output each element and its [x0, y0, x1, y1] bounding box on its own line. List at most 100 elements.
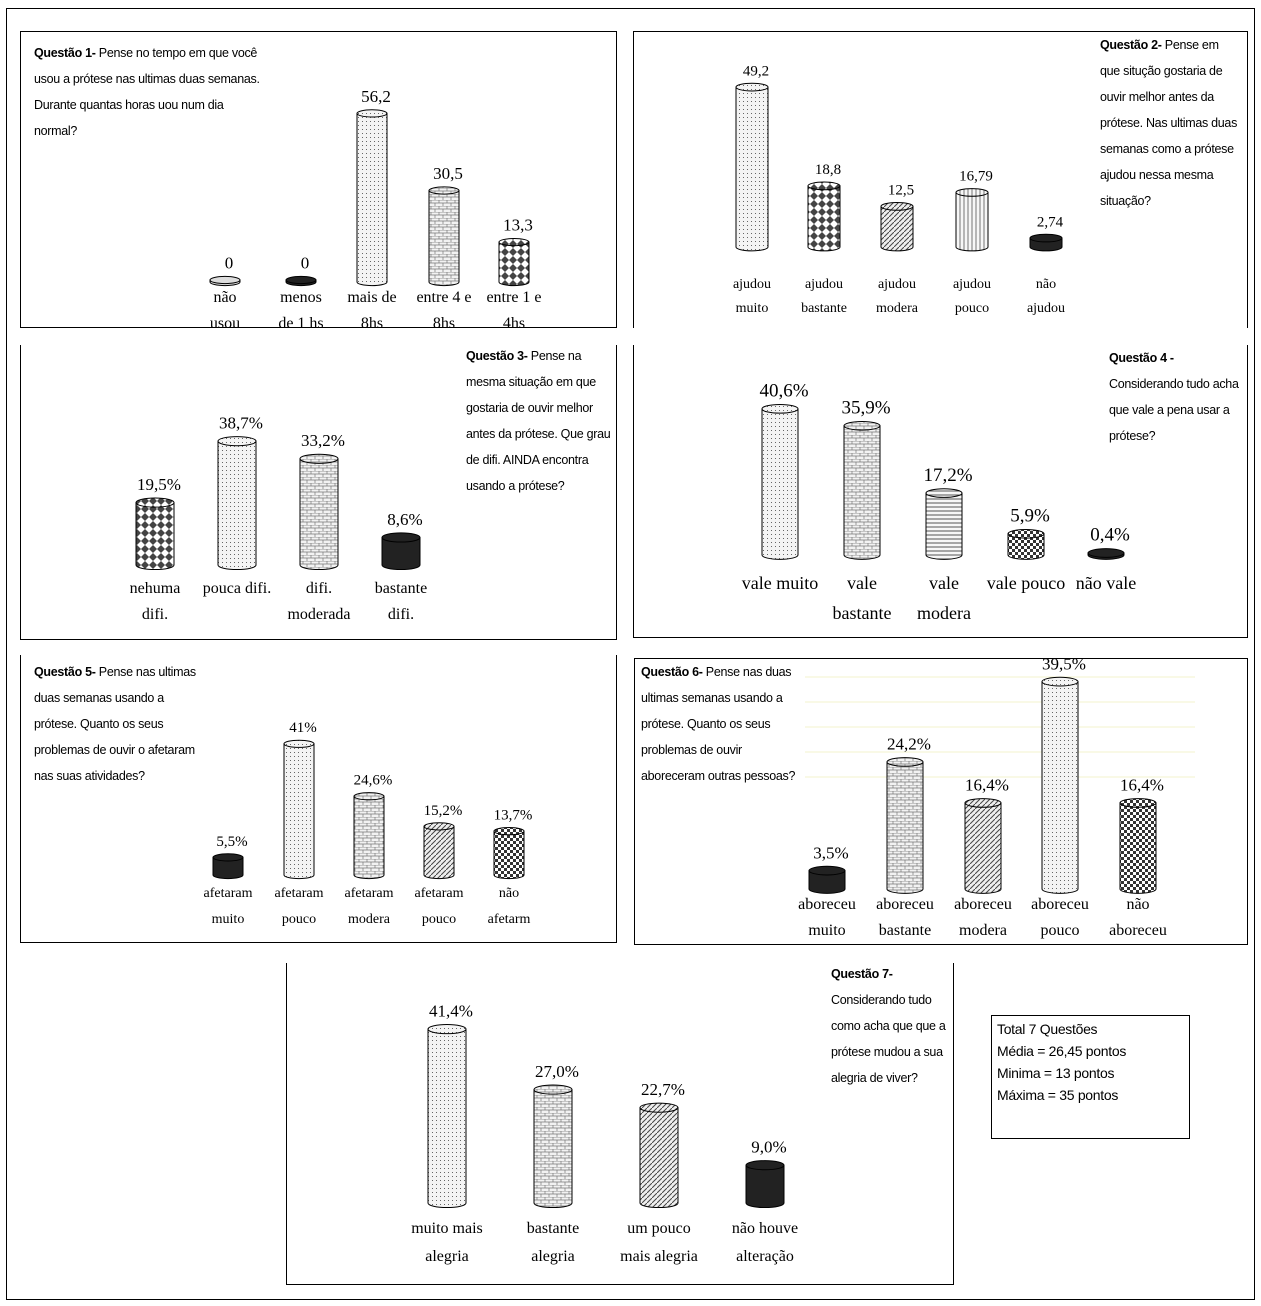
- category-label: bastante: [879, 922, 931, 939]
- question-5-body: Pense nas ultimas duas semanas usando a …: [34, 665, 196, 783]
- bar-top: [808, 865, 846, 876]
- bar-top: [807, 181, 841, 191]
- category-label: não: [213, 289, 236, 306]
- bar-body: [880, 205, 914, 252]
- question-7-chart: 41,4% muito mais alegria 27,0% bastante alegr…: [286, 963, 954, 1285]
- summary-box: Total 7 Questões Média = 26,45 pontos Mi…: [991, 1015, 1190, 1139]
- question-7-text: Questão 7- Considerando tudo como acha q…: [831, 961, 953, 1091]
- category-label: entre 1 e: [486, 289, 541, 306]
- category-label: afetaram: [275, 886, 324, 901]
- bar-top: [423, 822, 455, 831]
- question-5-label: Questão 5-: [34, 665, 96, 679]
- bar-body: [493, 830, 525, 880]
- bar: [639, 1102, 679, 1209]
- category-label: vale muito: [742, 573, 818, 593]
- category-label: ajudou: [953, 277, 991, 292]
- value-label: 9,0%: [751, 1138, 786, 1157]
- category-label: 8hs: [361, 315, 383, 332]
- bar-body: [533, 1089, 573, 1209]
- category-label: bastante: [527, 1220, 579, 1237]
- value-label: 18,8: [815, 162, 841, 178]
- bar: [735, 82, 769, 252]
- question-1-body: Pense no tempo em que você usou a prótes…: [34, 46, 260, 138]
- bar-top: [1119, 798, 1157, 808]
- value-label: 38,7%: [219, 414, 263, 433]
- bar: [843, 420, 881, 560]
- bar-body: [843, 425, 881, 560]
- bar-top: [427, 1024, 467, 1035]
- value-label: 12,5: [888, 183, 914, 199]
- category-label: moderada: [287, 606, 350, 623]
- question-6-body: Pense nas duas ultimas semanas usando a …: [641, 665, 796, 783]
- bar-top: [356, 109, 388, 118]
- bar: [428, 186, 460, 287]
- bar: [964, 798, 1002, 894]
- bar: [356, 109, 388, 287]
- value-label: 39,5%: [1042, 654, 1086, 673]
- question-3-label: Questão 3-: [466, 349, 528, 363]
- bar-top: [533, 1084, 573, 1095]
- question-1-chart: 0 não usou 0 menos de 1 hs 56,2 mais de 8hs 30,5 e…: [20, 31, 617, 332]
- bar: [1007, 528, 1045, 560]
- bar: [299, 453, 339, 571]
- bar-top: [493, 827, 525, 836]
- value-label: 56,2: [361, 87, 391, 106]
- question-2-body: Pense em que situção gostaria de ouvir m…: [1100, 38, 1238, 208]
- category-label: alegria: [531, 1248, 575, 1265]
- value-label: 17,2%: [923, 465, 972, 486]
- category-label: um pouco: [627, 1220, 691, 1237]
- value-label: 40,6%: [759, 381, 808, 402]
- category-label: aboreceu: [876, 896, 934, 913]
- bar-top: [283, 739, 315, 748]
- bar: [1029, 233, 1063, 252]
- bar-top: [955, 188, 989, 197]
- value-label: 0,4%: [1090, 525, 1130, 546]
- value-label: 41%: [289, 720, 317, 736]
- question-2-chart: 49,2 ajudou muito 18,8 ajudou bastante 12,5 aju…: [633, 31, 1248, 328]
- bar: [886, 757, 924, 894]
- bar-top: [925, 488, 963, 498]
- bar-body: [808, 870, 846, 894]
- bar-body: [1041, 681, 1079, 894]
- question-1-label: Questão 1-: [34, 46, 96, 60]
- bar-top: [353, 792, 385, 801]
- category-label: afetarm: [488, 912, 531, 927]
- bar: [283, 739, 315, 880]
- bar: [493, 827, 525, 880]
- bar: [533, 1084, 573, 1209]
- bar-body: [283, 743, 315, 880]
- category-label: 4hs: [503, 315, 525, 332]
- category-label: vale: [847, 573, 877, 593]
- category-label: afetaram: [204, 886, 253, 901]
- bar-top: [735, 82, 769, 92]
- bar-body: [428, 190, 460, 287]
- bar-body: [1007, 533, 1045, 560]
- bar: [1087, 548, 1125, 560]
- category-label: usou: [210, 315, 240, 332]
- bar-top: [1029, 233, 1063, 243]
- bar-top: [299, 453, 339, 464]
- bar-body: [807, 185, 841, 252]
- bar-top: [217, 436, 257, 447]
- value-label: 13,7%: [494, 808, 533, 824]
- bar: [427, 1024, 467, 1209]
- bar-top: [381, 532, 421, 543]
- bar-top: [886, 757, 924, 767]
- category-label: aboreceu: [1109, 922, 1167, 939]
- bar: [209, 275, 241, 287]
- bar-top: [285, 275, 317, 285]
- question-4-label: Questão 4 -: [1109, 351, 1174, 365]
- bar-top: [135, 497, 175, 508]
- category-label: ajudou: [733, 277, 771, 292]
- category-label: não vale: [1076, 573, 1136, 593]
- question-5-text: Questão 5- Pense nas ultimas duas semana…: [34, 659, 199, 789]
- bar: [808, 865, 846, 894]
- bar-body: [212, 856, 244, 880]
- category-label: vale: [929, 573, 959, 593]
- value-label: 15,2%: [424, 803, 463, 819]
- category-label: nehuma: [130, 580, 181, 597]
- bar: [1119, 798, 1157, 894]
- value-label: 49,2: [743, 63, 769, 79]
- bar-top: [843, 420, 881, 431]
- question-3-body: Pense na mesma situação em que gostaria …: [466, 349, 611, 493]
